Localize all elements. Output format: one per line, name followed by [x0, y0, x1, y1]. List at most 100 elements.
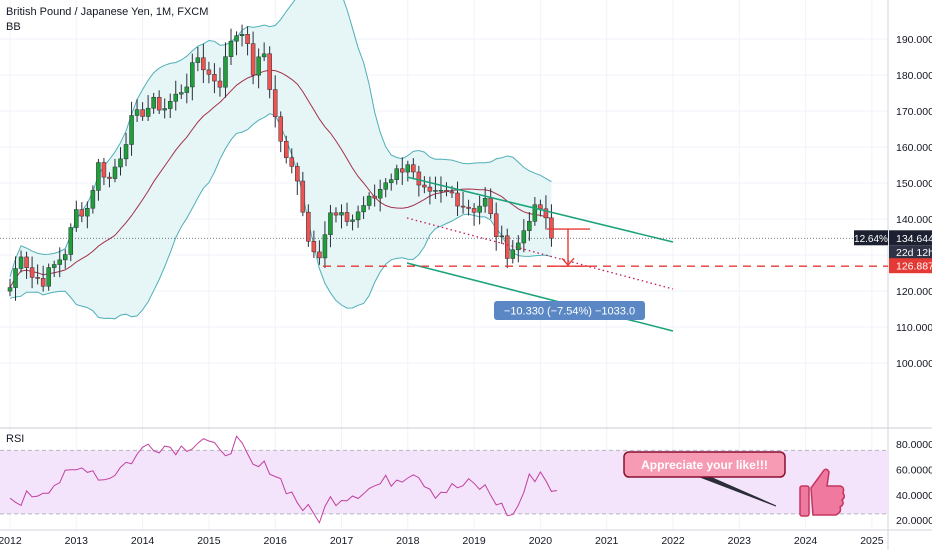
candle-body: [256, 56, 261, 76]
year-tick-label: 2015: [197, 535, 221, 547]
candle-body: [532, 204, 538, 222]
candle-body: [433, 190, 438, 192]
measure-label-text: −10.330 (−7.54%) −1033.0: [504, 306, 635, 318]
price-tick-label: 150.000: [896, 178, 932, 190]
candle-body: [245, 34, 250, 44]
candle-body: [156, 96, 162, 111]
candle-body: [46, 267, 51, 287]
channel-upper-line[interactable]: [406, 176, 674, 243]
callout-box: [623, 451, 786, 478]
candle-body: [350, 219, 355, 222]
candle-body: [63, 254, 68, 261]
chart-legend: British Pound / Japanese Yen, 1M, FXCM B…: [6, 5, 208, 35]
candle-body: [295, 166, 300, 182]
candle-body: [239, 34, 245, 37]
price-tick-label: 160.000: [896, 142, 932, 154]
candle-body: [422, 184, 427, 188]
like-callout[interactable]: Appreciate your like!!!: [623, 451, 786, 507]
rsi-tick-label: 60.0000: [896, 464, 932, 476]
candle-body: [184, 86, 190, 93]
target-price-label: 126.887: [896, 261, 932, 273]
candle-body: [29, 267, 35, 278]
candle-body: [123, 144, 129, 160]
candle-body: [455, 192, 460, 207]
price-axis[interactable]: 190.000 180.000 170.000 160.000 150.000 140.0…: [854, 34, 932, 370]
current-pct-badge: [854, 230, 888, 246]
candle-body: [190, 62, 195, 88]
candle-body: [333, 212, 339, 216]
candle-body: [322, 234, 328, 259]
candle-body: [471, 208, 477, 213]
candle-body: [96, 162, 101, 191]
candle-body: [339, 212, 344, 216]
year-tick-label: 2024: [794, 535, 818, 547]
candle-body: [427, 186, 433, 192]
candle-body: [129, 115, 134, 145]
candle-body: [411, 164, 416, 173]
candle-body: [300, 180, 306, 213]
candle-body: [405, 164, 411, 173]
candle-body: [261, 53, 267, 58]
time-axis[interactable]: 2012 2013 2014 2015 2016 2017 2018 2019 2020 2021…: [0, 535, 884, 547]
candle-body: [162, 108, 167, 111]
candle-body: [328, 212, 333, 235]
rsi-pane: RSI 80.0000 60.0000 40.0000 20.0000: [0, 433, 932, 527]
candle-body: [311, 241, 317, 253]
candle-body: [24, 256, 29, 268]
drawings[interactable]: −10.330 (−7.54%) −1033.0: [0, 176, 888, 332]
countdown-label: 22d 12h: [896, 247, 932, 259]
candle-body: [212, 74, 217, 82]
candle-body: [538, 204, 543, 210]
year-tick-label: 2017: [330, 535, 354, 547]
price-tick-label: 190.000: [896, 34, 932, 46]
candle-body: [477, 205, 482, 213]
rsi-tick-label: 40.0000: [896, 490, 932, 502]
candle-body: [167, 101, 173, 109]
price-tick-label: 180.000: [896, 70, 932, 82]
candle-body: [278, 116, 283, 142]
thumbs-up-icon: [799, 468, 846, 517]
candle-body: [289, 157, 295, 167]
candle-body: [482, 198, 488, 207]
candle-body: [416, 171, 422, 186]
candle-body: [13, 268, 18, 288]
candle-body: [112, 166, 118, 179]
year-tick-label: 2023: [728, 535, 752, 547]
candle-body: [516, 242, 521, 251]
candle-body: [527, 221, 532, 231]
year-tick-label: 2025: [860, 535, 884, 547]
symbol-title: British Pound / Japanese Yen, 1M, FXCM: [6, 6, 209, 18]
candle-body: [400, 168, 405, 173]
candles: [7, 24, 554, 301]
candle-body: [90, 190, 96, 209]
candle-body: [68, 227, 74, 255]
measure-arrowhead: [561, 257, 575, 267]
candle-body: [344, 212, 350, 222]
candle-body: [444, 189, 449, 193]
candle-body: [18, 256, 24, 269]
year-tick-label: 2013: [65, 535, 89, 547]
candle-body: [234, 35, 239, 42]
candle-body: [361, 205, 366, 213]
candle-body: [438, 189, 444, 192]
candle-body: [377, 189, 383, 199]
candle-body: [118, 158, 123, 168]
target-price-badge: [889, 258, 932, 274]
candle-body: [449, 191, 455, 194]
candle-body: [195, 57, 201, 63]
price-tick-label: 110.000: [896, 322, 932, 334]
channel-midline-dotted[interactable]: [406, 217, 674, 290]
candle-body: [267, 53, 272, 90]
candle-body: [317, 251, 322, 259]
candle-body: [521, 230, 527, 244]
candle-body: [57, 259, 62, 265]
rsi-label: RSI: [6, 433, 24, 445]
candle-body: [284, 140, 289, 158]
candle-body: [499, 235, 504, 238]
candle-body: [145, 107, 151, 117]
candle-body: [35, 277, 40, 279]
candle-body: [388, 179, 394, 184]
year-tick-label: 2021: [595, 535, 619, 547]
bb-fill: [10, 0, 552, 319]
